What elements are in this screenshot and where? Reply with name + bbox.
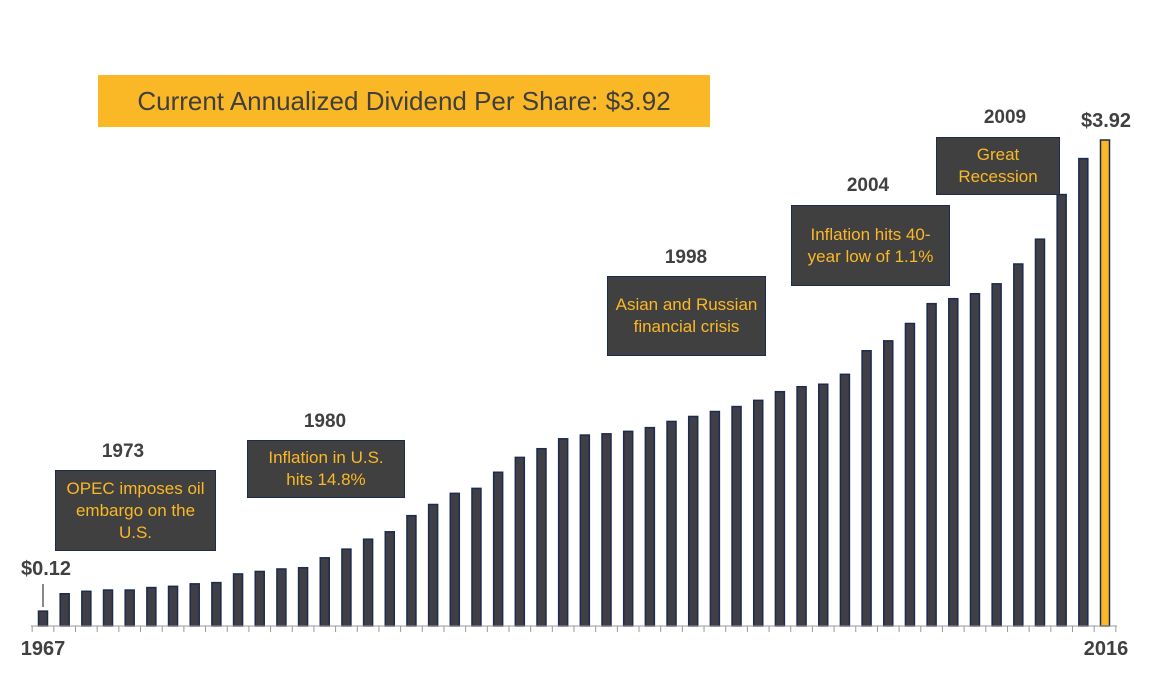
bar-1979 xyxy=(297,566,309,627)
bar-1994 xyxy=(622,430,634,627)
bar-1972 xyxy=(146,586,157,627)
bar-1990 xyxy=(536,447,547,627)
annotation-box-1998: Asian and Russian financial crisis xyxy=(607,276,766,356)
bar-2004 xyxy=(839,373,851,627)
bar-1992 xyxy=(579,434,591,627)
bar-1976 xyxy=(232,573,244,627)
annotation-box-1973: OPEC imposes oil embargo on the U.S. xyxy=(55,470,216,551)
annotation-text-1973: OPEC imposes oil embargo on the U.S. xyxy=(66,478,205,542)
x-tick-label-start: 1967 xyxy=(20,638,66,660)
bar-1983 xyxy=(384,531,396,627)
bar-1993 xyxy=(601,433,612,627)
bar-2012 xyxy=(1013,263,1024,627)
bar-2000 xyxy=(752,399,764,627)
bar-1981 xyxy=(341,548,352,627)
bar-2005 xyxy=(861,350,872,627)
annotation-year-1998: 1998 xyxy=(664,247,708,268)
bar-1969 xyxy=(81,590,92,627)
bar-1984 xyxy=(406,514,417,627)
bar-1973 xyxy=(167,585,179,627)
bar-1991 xyxy=(557,438,569,627)
bar-1967 xyxy=(37,610,49,627)
bar-1977 xyxy=(254,570,265,627)
bar-1988 xyxy=(492,471,504,627)
bar-2014 xyxy=(1056,193,1067,627)
first-value-label: $0.12 xyxy=(20,558,72,580)
bar-1998 xyxy=(709,410,721,627)
bar-2006 xyxy=(883,340,894,627)
bar-1986 xyxy=(449,492,461,627)
annotation-box-2009: Great Recession xyxy=(936,137,1060,195)
bar-2009 xyxy=(948,297,959,627)
last-value-label: $3.92 xyxy=(1080,110,1132,132)
annotation-year-2004: 2004 xyxy=(846,175,890,196)
bar-2001 xyxy=(774,390,786,627)
bar-1971 xyxy=(124,589,135,627)
annotation-text-2009: Great Recession xyxy=(958,145,1038,186)
bar-2008 xyxy=(926,302,937,627)
bar-1980 xyxy=(319,557,331,627)
bar-2003 xyxy=(817,383,829,627)
annotation-text-1998: Asian and Russian financial crisis xyxy=(615,295,758,336)
bar-1978 xyxy=(276,568,287,627)
bar-1987 xyxy=(471,487,482,627)
bar-2010 xyxy=(969,292,981,627)
x-tick-label-end: 2016 xyxy=(1083,638,1129,660)
bar-1989 xyxy=(514,456,526,627)
annotation-year-1973: 1973 xyxy=(101,441,145,462)
bar-1999 xyxy=(731,405,742,627)
bar-2007 xyxy=(904,322,916,627)
annotation-box-1980: Inflation in U.S. hits 14.8% xyxy=(247,440,405,498)
annotation-year-1980: 1980 xyxy=(303,411,347,432)
bar-1997 xyxy=(687,415,699,627)
bar-1975 xyxy=(211,581,222,627)
bar-1995 xyxy=(644,426,656,627)
annotation-box-2004: Inflation hits 40-year low of 1.1% xyxy=(791,205,950,286)
bar-1996 xyxy=(666,420,677,627)
annotation-text-2004: Inflation hits 40-year low of 1.1% xyxy=(807,224,934,266)
bar-1968 xyxy=(59,593,70,627)
bar-2015 xyxy=(1078,157,1089,627)
bar-1985 xyxy=(427,503,439,627)
bar-1970 xyxy=(102,589,114,627)
annotation-text-1980: Inflation in U.S. hits 14.8% xyxy=(268,448,384,489)
chart-title: Current Annualized Dividend Per Share: $… xyxy=(98,75,710,127)
bar-1982 xyxy=(362,538,374,627)
bar-2011 xyxy=(991,283,1002,627)
bar-1974 xyxy=(189,583,200,627)
bar-2002 xyxy=(796,385,807,627)
annotation-year-2009: 2009 xyxy=(983,107,1027,128)
bar-2013 xyxy=(1034,238,1046,627)
bar-2016 xyxy=(1099,139,1111,627)
